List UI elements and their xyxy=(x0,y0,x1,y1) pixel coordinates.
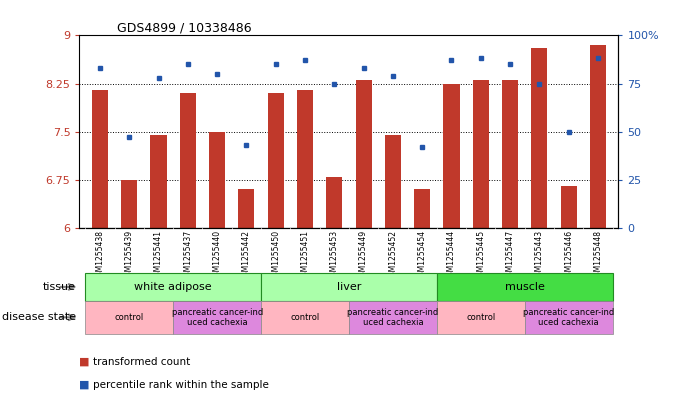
Text: transformed count: transformed count xyxy=(93,356,191,367)
Text: GSM1255444: GSM1255444 xyxy=(447,230,456,281)
Bar xyxy=(267,93,284,228)
Text: control: control xyxy=(466,313,495,322)
Text: GSM1255448: GSM1255448 xyxy=(594,230,603,281)
Text: GSM1255451: GSM1255451 xyxy=(301,230,310,281)
Text: GSM1255454: GSM1255454 xyxy=(417,230,426,281)
Bar xyxy=(92,90,108,228)
Text: GSM1255442: GSM1255442 xyxy=(242,230,251,281)
Text: control: control xyxy=(115,313,144,322)
Text: pancreatic cancer-ind
uced cachexia: pancreatic cancer-ind uced cachexia xyxy=(348,308,439,327)
Bar xyxy=(85,273,261,301)
Bar xyxy=(444,83,460,228)
Text: GSM1255439: GSM1255439 xyxy=(125,230,134,281)
Bar xyxy=(326,176,342,228)
Text: GSM1255441: GSM1255441 xyxy=(154,230,163,281)
Bar xyxy=(349,301,437,334)
Text: GSM1255437: GSM1255437 xyxy=(183,230,192,281)
Bar xyxy=(121,180,138,228)
Text: GSM1255447: GSM1255447 xyxy=(506,230,515,281)
Bar xyxy=(502,80,518,228)
Text: GSM1255438: GSM1255438 xyxy=(95,230,104,281)
Text: control: control xyxy=(290,313,320,322)
Bar xyxy=(238,189,254,228)
Text: white adipose: white adipose xyxy=(134,282,212,292)
Bar xyxy=(173,301,261,334)
Bar xyxy=(261,301,349,334)
Text: GSM1255453: GSM1255453 xyxy=(330,230,339,281)
Text: liver: liver xyxy=(337,282,361,292)
Bar xyxy=(531,48,547,228)
Bar xyxy=(590,45,606,228)
Text: GDS4899 / 10338486: GDS4899 / 10338486 xyxy=(117,22,252,35)
Text: GSM1255450: GSM1255450 xyxy=(272,230,281,281)
Bar xyxy=(297,90,313,228)
Bar xyxy=(261,273,437,301)
Text: disease state: disease state xyxy=(2,312,76,322)
Bar xyxy=(180,93,196,228)
Text: GSM1255445: GSM1255445 xyxy=(476,230,485,281)
Bar xyxy=(560,186,577,228)
Text: muscle: muscle xyxy=(504,282,545,292)
Bar xyxy=(356,80,372,228)
Bar xyxy=(385,135,401,228)
Text: GSM1255452: GSM1255452 xyxy=(388,230,397,281)
Text: percentile rank within the sample: percentile rank within the sample xyxy=(93,380,269,390)
Bar xyxy=(524,301,613,334)
Text: GSM1255443: GSM1255443 xyxy=(535,230,544,281)
Text: GSM1255440: GSM1255440 xyxy=(213,230,222,281)
Bar xyxy=(437,273,613,301)
Text: GSM1255449: GSM1255449 xyxy=(359,230,368,281)
Bar xyxy=(85,301,173,334)
Bar xyxy=(437,301,524,334)
Text: tissue: tissue xyxy=(43,282,76,292)
Bar xyxy=(209,132,225,228)
Bar xyxy=(151,135,167,228)
Text: pancreatic cancer-ind
uced cachexia: pancreatic cancer-ind uced cachexia xyxy=(171,308,263,327)
Bar xyxy=(473,80,489,228)
Text: ■: ■ xyxy=(79,356,90,367)
Text: ■: ■ xyxy=(79,380,90,390)
Text: GSM1255446: GSM1255446 xyxy=(564,230,573,281)
Text: pancreatic cancer-ind
uced cachexia: pancreatic cancer-ind uced cachexia xyxy=(523,308,614,327)
Bar xyxy=(414,189,430,228)
